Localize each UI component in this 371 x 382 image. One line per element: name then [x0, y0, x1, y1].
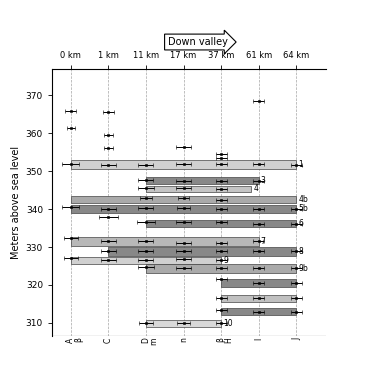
Text: 4: 4	[253, 185, 258, 194]
Bar	[146, 186, 251, 192]
Bar	[221, 279, 296, 287]
Text: 7: 7	[261, 237, 266, 246]
Text: m: m	[149, 337, 158, 345]
Text: I: I	[254, 337, 263, 340]
Text: 10: 10	[223, 319, 233, 328]
Bar	[146, 320, 221, 327]
Bar	[221, 295, 296, 302]
Bar	[71, 256, 221, 264]
Bar	[221, 308, 296, 315]
Bar	[146, 220, 296, 227]
Text: 5b: 5b	[298, 204, 308, 213]
Y-axis label: Meters above sea level: Meters above sea level	[12, 146, 22, 259]
Text: C: C	[104, 337, 113, 343]
Text: n: n	[179, 337, 188, 342]
Text: 4b: 4b	[298, 195, 308, 204]
Text: A: A	[66, 337, 75, 343]
Bar	[146, 264, 296, 273]
Text: β: β	[217, 337, 226, 342]
Bar	[71, 237, 259, 246]
Text: H: H	[224, 337, 233, 343]
Text: β: β	[74, 337, 83, 342]
Text: 3: 3	[261, 176, 266, 185]
Text: 9b: 9b	[298, 264, 308, 273]
Text: 1: 1	[298, 160, 303, 169]
Text: 8: 8	[298, 247, 303, 256]
Text: 6: 6	[298, 219, 303, 228]
Bar	[108, 248, 296, 256]
Bar	[71, 160, 296, 168]
Text: 9: 9	[223, 256, 228, 265]
Bar	[71, 204, 296, 213]
Text: J: J	[292, 337, 301, 340]
Text: D: D	[141, 337, 151, 343]
Bar	[146, 177, 259, 184]
Text: Down valley: Down valley	[168, 37, 227, 47]
Bar	[71, 196, 296, 203]
